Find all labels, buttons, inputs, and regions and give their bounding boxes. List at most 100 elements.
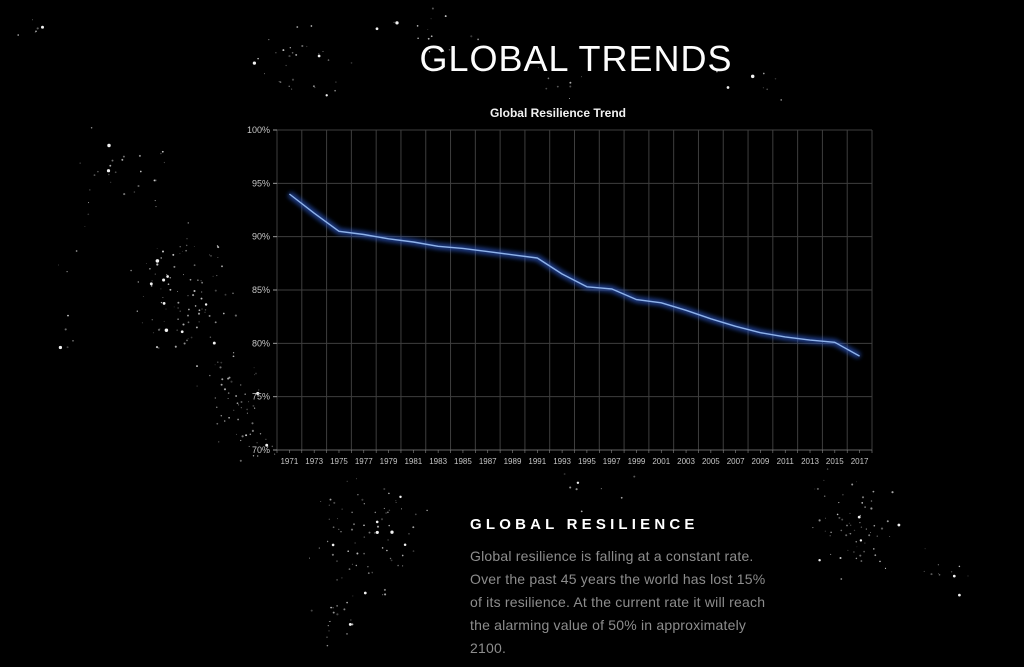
city-light-dot — [220, 361, 223, 364]
city-light-dot — [172, 253, 175, 256]
city-light-dot — [416, 25, 419, 27]
city-light-dot — [155, 206, 157, 208]
city-light-dot — [327, 59, 330, 61]
city-light-dot — [716, 70, 718, 73]
city-light-dot — [400, 508, 403, 510]
y-tick-label: 80% — [252, 338, 270, 348]
city-light-dot — [235, 395, 237, 397]
city-light-dot — [186, 339, 188, 342]
x-tick-label: 1981 — [404, 457, 422, 466]
city-light-dot — [265, 451, 268, 454]
city-light-dot — [146, 262, 148, 264]
city-light-dot — [209, 254, 210, 256]
city-light-dot — [380, 518, 384, 521]
city-light-dot — [291, 51, 294, 54]
city-light-dot — [780, 99, 783, 101]
city-light-dot — [193, 289, 196, 293]
city-light-dot — [160, 257, 162, 259]
city-light-dot — [233, 409, 235, 411]
city-light-dot — [240, 439, 242, 442]
city-light-dot — [856, 481, 857, 483]
city-light-dot — [346, 601, 348, 604]
city-light-dot — [121, 159, 124, 161]
city-light-dot — [412, 550, 415, 552]
city-light-dot — [223, 388, 227, 391]
city-light-dot — [872, 490, 875, 493]
city-light-dot — [336, 579, 338, 581]
city-light-dot — [348, 568, 351, 570]
city-light-dot — [952, 574, 956, 578]
city-light-dot — [826, 468, 829, 470]
city-light-dot — [162, 278, 166, 282]
city-light-dot — [889, 535, 891, 537]
city-light-dot — [569, 85, 572, 88]
city-light-dot — [187, 314, 189, 317]
city-light-dot — [160, 301, 163, 304]
resilience-chart: Global Resilience Trend 100% 95% 90% 85% 80%… — [240, 103, 890, 475]
city-light-dot — [332, 607, 334, 609]
city-light-dot — [320, 501, 322, 502]
city-light-dot — [153, 179, 156, 182]
city-light-dot — [856, 546, 858, 548]
city-light-dot — [408, 533, 410, 535]
y-tick-label: 70% — [252, 445, 270, 455]
city-light-dot — [829, 534, 831, 537]
city-light-dot — [137, 281, 140, 283]
city-light-dot — [201, 281, 204, 284]
city-light-dot — [839, 556, 842, 560]
city-light-dot — [244, 393, 246, 395]
city-light-dot — [338, 528, 340, 530]
city-light-dot — [249, 433, 252, 436]
city-light-dot — [97, 170, 99, 173]
city-light-dot — [938, 573, 941, 576]
city-light-dot — [818, 558, 821, 562]
city-light-dot — [72, 339, 74, 342]
city-light-dot — [860, 526, 863, 528]
city-light-dot — [348, 622, 352, 626]
city-light-dot — [177, 291, 179, 292]
city-light-dot — [847, 549, 849, 551]
city-light-dot — [325, 94, 328, 97]
city-light-dot — [818, 519, 821, 522]
city-light-dot — [183, 274, 184, 276]
city-light-dot — [351, 563, 353, 565]
x-tick-label: 1971 — [280, 457, 298, 466]
city-light-dot — [326, 644, 329, 647]
city-light-dot — [326, 540, 329, 543]
city-light-dot — [220, 383, 223, 386]
city-light-dot — [309, 557, 310, 559]
city-light-dot — [859, 539, 863, 542]
city-light-dot — [848, 533, 850, 535]
city-light-dot — [860, 560, 863, 562]
x-tick-label: 1975 — [330, 457, 348, 466]
city-light-dot — [855, 541, 857, 543]
x-tick-label: 1991 — [528, 457, 546, 466]
city-light-dot — [336, 605, 338, 607]
city-light-dot — [32, 19, 34, 21]
city-light-dot — [238, 404, 240, 406]
city-light-dot — [90, 127, 93, 129]
city-light-dot — [853, 529, 856, 532]
city-light-dot — [569, 81, 572, 84]
city-light-dot — [427, 37, 430, 40]
city-light-dot — [288, 85, 290, 87]
city-light-dot — [179, 253, 181, 255]
city-light-dot — [221, 265, 223, 268]
city-light-dot — [122, 155, 125, 158]
city-light-dot — [235, 433, 237, 435]
city-light-dot — [227, 377, 230, 380]
city-light-dot — [367, 572, 370, 574]
city-light-dot — [387, 511, 389, 514]
city-light-dot — [317, 54, 321, 58]
city-light-dot — [336, 560, 338, 562]
city-light-dot — [201, 291, 203, 293]
city-light-dot — [248, 401, 250, 403]
city-light-dot — [750, 74, 755, 79]
city-light-dot — [228, 416, 230, 419]
city-light-dot — [930, 573, 933, 576]
city-light-dot — [219, 366, 222, 369]
trend-line-series — [287, 191, 862, 360]
city-light-dot — [200, 297, 203, 300]
city-light-dot — [870, 507, 873, 510]
